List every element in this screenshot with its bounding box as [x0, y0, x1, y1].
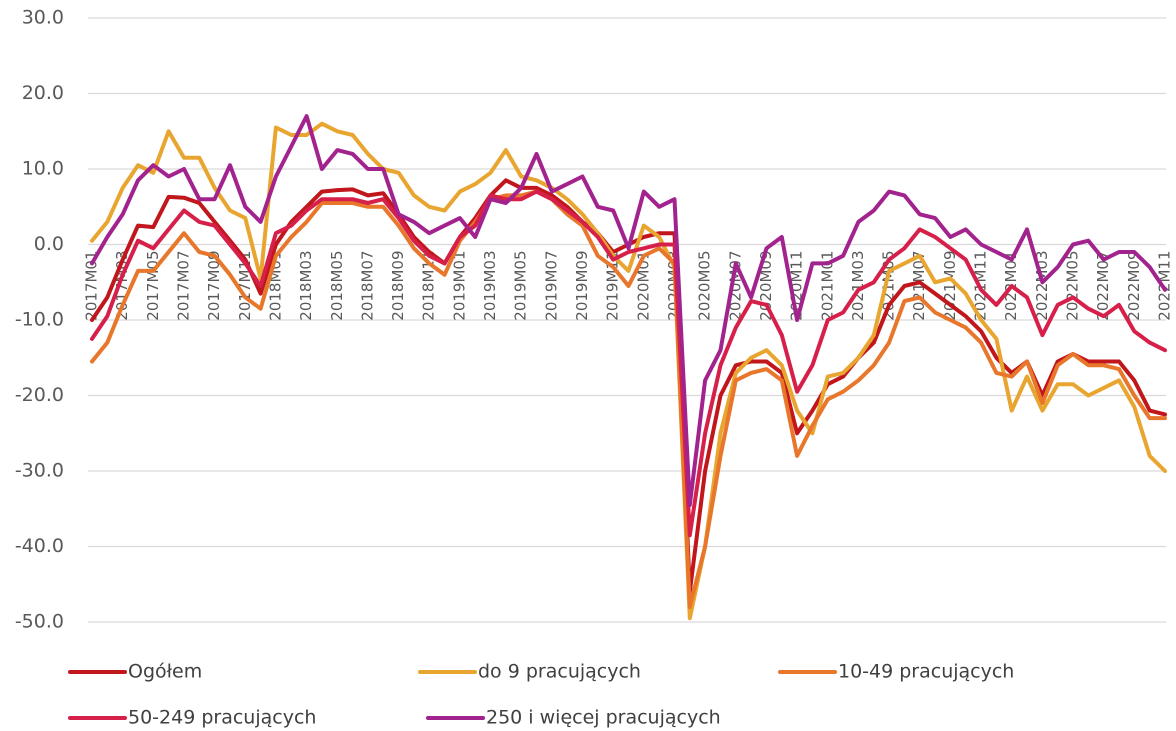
- x-tick-label: 2018M03: [297, 251, 315, 321]
- series-line: [90, 189, 1167, 609]
- legend-label: 50-249 pracujących: [128, 707, 316, 729]
- x-tick-label: 2022M09: [1125, 251, 1143, 321]
- y-tick-label: -30.0: [15, 460, 64, 482]
- x-tick-label: 2021M01: [818, 251, 836, 321]
- x-tick-label: 2018M05: [328, 251, 346, 321]
- x-tick-label: 2019M01: [450, 251, 468, 321]
- series-line: [90, 121, 1167, 621]
- x-tick-label: 2018M07: [358, 251, 376, 321]
- y-tick-label: -20.0: [15, 384, 64, 406]
- x-tick-label: 2019M07: [542, 251, 560, 321]
- y-tick-label: -40.0: [15, 535, 64, 557]
- y-tick-label: 10.0: [22, 158, 64, 180]
- x-tick-label: 2019M05: [512, 251, 530, 321]
- y-tick-label: -10.0: [15, 309, 64, 331]
- x-tick-label: 2017M07: [174, 251, 192, 321]
- x-tick-label: 2022M05: [1064, 251, 1082, 321]
- x-tick-label: 2017M01: [83, 251, 101, 321]
- x-tick-label: 2020M05: [696, 251, 714, 321]
- x-tick-label: 2020M09: [757, 251, 775, 321]
- legend-label: 250 i więcej pracujących: [486, 707, 721, 729]
- x-tick-label: 2019M11: [604, 251, 622, 321]
- y-tick-label: 20.0: [22, 82, 64, 104]
- legend-label: do 9 pracujących: [478, 661, 641, 683]
- x-tick-label: 2019M03: [481, 251, 499, 321]
- x-tick-label: 2022M07: [1094, 251, 1112, 321]
- series-line: [90, 189, 1167, 538]
- x-tick-label: 2021M03: [849, 251, 867, 321]
- y-tick-label: -50.0: [15, 611, 64, 633]
- x-tick-label: 2019M09: [573, 251, 591, 321]
- legend-label: Ogółem: [128, 661, 202, 683]
- x-tick-label: 2017M09: [205, 251, 223, 321]
- y-tick-label: 0.0: [34, 233, 64, 255]
- legend-label: 10-49 pracujących: [838, 661, 1014, 683]
- x-tick-label: 2018M09: [389, 251, 407, 321]
- y-tick-label: 30.0: [22, 7, 64, 29]
- series-line: [90, 114, 1167, 507]
